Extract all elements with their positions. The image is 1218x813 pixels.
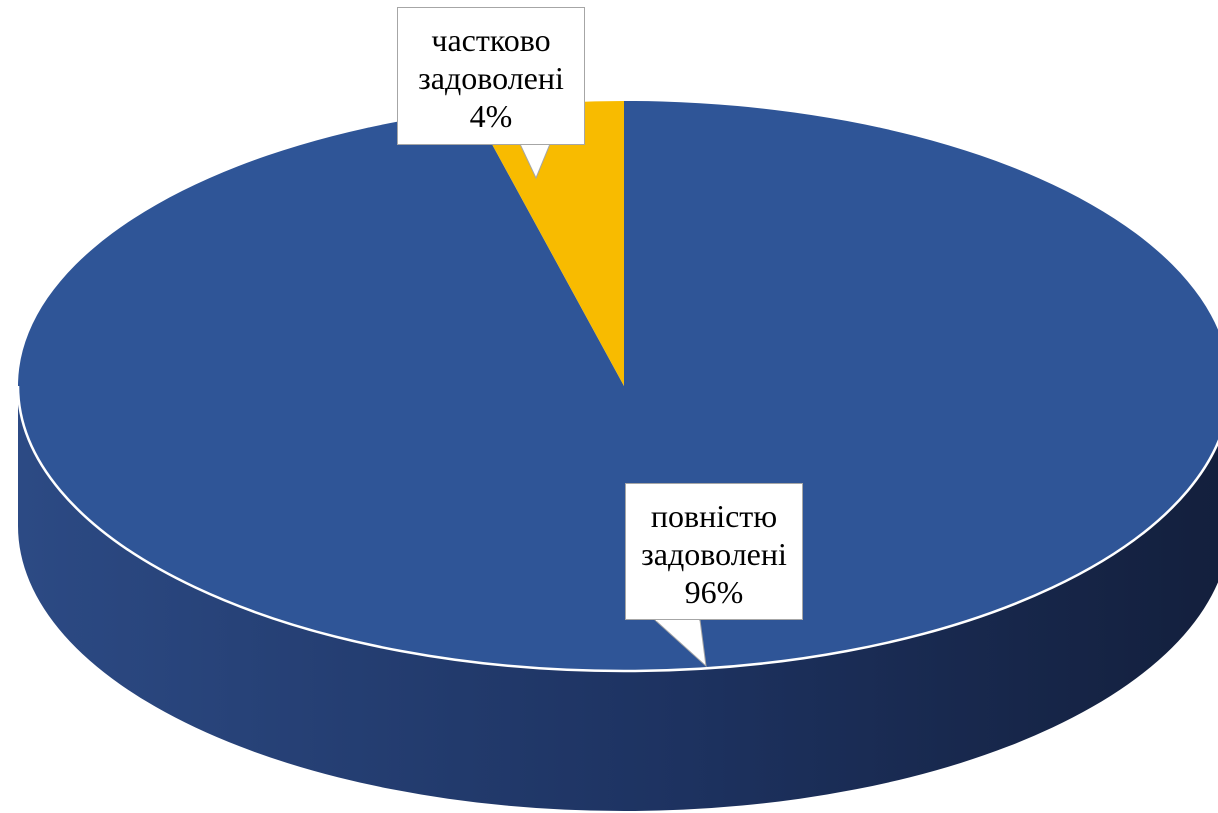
data-label-value: 96% [684, 574, 744, 610]
data-label-category-line: частково [431, 22, 551, 58]
pie-side-wall [18, 386, 1218, 811]
data-label-value: 4% [469, 98, 513, 134]
data-label-category-line: задоволені [418, 60, 564, 96]
data-label-fully-satisfied: повністю задоволені 96% [625, 483, 803, 620]
data-label-category-line: задоволені [641, 536, 787, 572]
data-label-partially-satisfied: частково задоволені 4% [397, 7, 585, 145]
pie-slice [18, 101, 1218, 671]
pie-rim-outline [16, 385, 1218, 673]
pie-slice [473, 101, 624, 386]
data-label-category-line: повністю [650, 498, 778, 534]
